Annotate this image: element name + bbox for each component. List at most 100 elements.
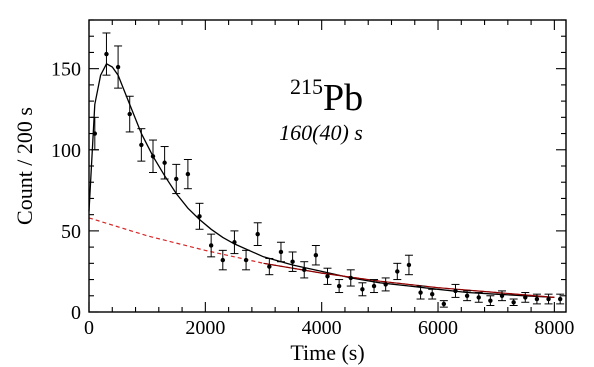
data-point <box>335 279 344 294</box>
data-point <box>544 293 553 305</box>
data-marker <box>150 154 156 159</box>
data-marker <box>313 253 319 258</box>
isotope-element: Pb <box>323 77 363 119</box>
data-point <box>276 241 285 263</box>
data-marker <box>162 160 167 165</box>
data-marker <box>174 176 179 182</box>
fit-tail-overlay-line <box>263 262 555 298</box>
isotope-annotation: 215 Pb 160(40) s <box>279 74 363 145</box>
total-fit-line <box>88 62 555 299</box>
data-marker <box>557 296 563 302</box>
data-point <box>370 279 379 294</box>
y-tick-label: 100 <box>51 140 81 162</box>
data-point <box>323 267 332 285</box>
data-marker <box>395 269 400 274</box>
data-marker <box>127 111 132 117</box>
data-marker <box>418 290 423 295</box>
half-life-label: 160(40) s <box>279 120 363 145</box>
data-marker <box>92 131 98 136</box>
data-point <box>474 292 483 303</box>
data-point <box>404 254 413 276</box>
data-marker <box>185 171 191 177</box>
data-marker <box>208 243 214 248</box>
data-point <box>416 285 425 300</box>
data-marker <box>302 267 307 273</box>
y-axis-title: Count / 200 s <box>12 107 37 225</box>
data-marker <box>197 214 202 219</box>
data-point <box>381 277 390 292</box>
data-marker <box>104 51 109 57</box>
x-tick-label: 2000 <box>185 317 225 339</box>
data-point <box>300 261 309 279</box>
data-marker <box>534 296 540 302</box>
data-marker <box>430 291 435 297</box>
data-marker <box>383 282 388 287</box>
data-marker <box>290 259 295 264</box>
data-marker <box>406 262 412 268</box>
data-point <box>463 290 472 302</box>
data-marker <box>220 257 225 263</box>
data-marker <box>232 240 237 245</box>
x-tick-label: 8000 <box>534 317 574 339</box>
axis-ticks: 0 2000 4000 6000 8000 0 50 100 150 <box>51 19 574 339</box>
x-tick-label: 0 <box>84 317 94 339</box>
data-point <box>346 269 355 287</box>
data-marker <box>488 298 493 303</box>
data-point <box>114 45 123 89</box>
data-marker <box>267 264 272 269</box>
y-tick-label: 0 <box>71 302 81 324</box>
data-marker <box>255 231 260 237</box>
data-marker <box>243 257 249 263</box>
isotope-mass-number: 215 <box>290 74 323 99</box>
data-point <box>439 300 448 308</box>
data-marker <box>348 275 353 281</box>
x-tick-label: 6000 <box>418 317 458 339</box>
data-marker <box>523 295 528 300</box>
data-point <box>172 163 181 195</box>
data-marker <box>453 288 458 294</box>
x-axis-title: Time (s) <box>290 340 364 365</box>
data-marker <box>360 287 365 292</box>
data-point <box>195 202 204 230</box>
data-marker <box>115 64 121 70</box>
data-point <box>183 159 192 190</box>
y-tick-label: 50 <box>61 221 81 243</box>
data-point <box>509 298 518 307</box>
data-point <box>486 295 495 307</box>
data-point <box>311 244 320 266</box>
data-point <box>265 257 274 276</box>
data-marker <box>499 293 505 298</box>
x-tick-label: 4000 <box>302 317 342 339</box>
data-point <box>521 292 530 303</box>
data-point <box>532 293 541 305</box>
data-point <box>242 249 251 271</box>
data-point <box>102 32 111 76</box>
data-marker <box>511 300 516 305</box>
data-point <box>148 139 157 173</box>
data-point <box>230 230 239 255</box>
data-point <box>137 128 146 162</box>
data-marker <box>278 249 284 255</box>
data-marker <box>546 296 551 302</box>
data-marker <box>476 295 481 300</box>
data-marker <box>464 293 470 298</box>
plot-area <box>88 32 565 308</box>
data-marker <box>441 301 447 307</box>
data-point <box>393 262 402 281</box>
data-marker <box>371 283 377 289</box>
data-point <box>218 249 227 271</box>
data-point <box>451 283 460 298</box>
data-marker <box>325 274 330 279</box>
data-point <box>253 222 262 246</box>
data-marker <box>139 142 144 148</box>
data-point <box>358 282 367 297</box>
data-marker <box>336 283 342 289</box>
data-point <box>428 288 437 300</box>
data-point <box>288 251 297 272</box>
data-point <box>207 233 216 258</box>
data-point <box>160 146 169 180</box>
data-point <box>125 95 134 133</box>
data-point <box>556 293 565 305</box>
